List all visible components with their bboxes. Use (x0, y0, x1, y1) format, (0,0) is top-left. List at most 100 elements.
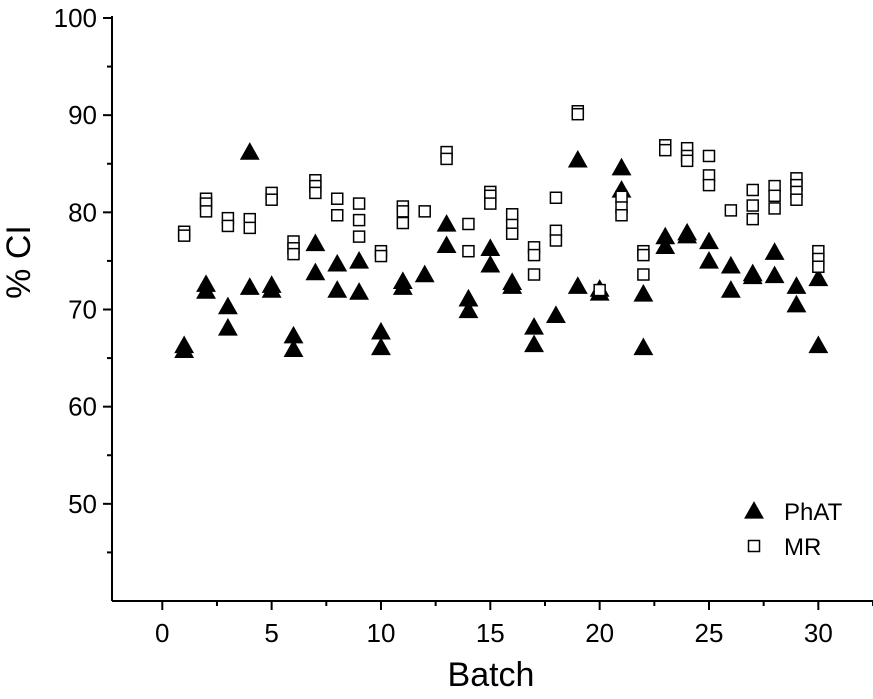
data-points (174, 105, 829, 358)
phat-point (545, 305, 566, 324)
y-tick-label: 50 (68, 489, 97, 519)
phat-point (808, 268, 829, 287)
phat-point (349, 250, 370, 269)
phat-point (633, 337, 654, 356)
mr-point (505, 208, 519, 221)
phat-point (720, 255, 741, 274)
phat-point (196, 281, 216, 299)
mr-point (352, 230, 366, 243)
y-tick-label: 100 (54, 3, 97, 33)
phat-point (349, 282, 370, 300)
mr-point (462, 244, 475, 258)
mr-point (462, 217, 475, 231)
mr-point (659, 143, 672, 157)
mr-point (724, 204, 738, 217)
phat-point (392, 277, 413, 295)
mr-point (746, 199, 759, 212)
mr-point (177, 229, 191, 242)
mr-point (746, 183, 759, 197)
mr-point (527, 268, 541, 281)
mr-point (221, 219, 235, 233)
mr-point (374, 249, 388, 263)
phat-point (567, 149, 588, 168)
mr-point (790, 193, 803, 206)
mr-point (418, 205, 431, 218)
y-axis-title: % CI (0, 225, 38, 299)
phat-point (458, 288, 479, 307)
mr-point (746, 212, 759, 226)
x-tick-label: 20 (585, 618, 614, 648)
legend: PhAT MR (744, 499, 843, 561)
x-tick-label: 15 (476, 618, 505, 648)
phat-point (655, 236, 676, 255)
y-tick-label: 90 (68, 100, 97, 130)
phat-point (217, 296, 238, 315)
phat-point (567, 276, 588, 294)
mr-point (330, 192, 344, 205)
mr-point (352, 197, 366, 210)
mr-point (243, 221, 257, 235)
mr-point (396, 205, 410, 218)
phat-point (239, 277, 260, 295)
mr-point (615, 208, 628, 222)
mr-point (330, 208, 344, 222)
mr-point (352, 213, 366, 227)
mr-point (505, 227, 519, 240)
phat-point (742, 266, 763, 285)
phat-point (371, 321, 391, 340)
phat-point (633, 284, 654, 302)
mr-point (396, 216, 410, 230)
phat-point (261, 280, 282, 298)
legend-label-mr: MR (784, 534, 821, 561)
mr-point (527, 248, 541, 262)
mr-point (571, 107, 585, 121)
phat-point (611, 157, 632, 176)
mr-point (702, 149, 716, 163)
mr-point (287, 247, 300, 261)
mr-point (440, 152, 453, 166)
legend-square-icon (747, 539, 761, 553)
mr-point (702, 178, 716, 192)
phat-point (371, 337, 391, 356)
series-phat (174, 142, 829, 358)
phat-point (283, 325, 304, 344)
phat-point (239, 142, 260, 160)
phat-point (436, 214, 457, 232)
phat-point (480, 238, 501, 256)
phat-point (655, 226, 676, 245)
mr-point (265, 193, 278, 206)
legend-label-phat: PhAT (784, 499, 843, 526)
phat-point (305, 233, 326, 252)
phat-point (414, 264, 435, 283)
x-axis-title: Batch (448, 656, 535, 694)
x-tick-label: 25 (695, 618, 724, 648)
phat-point (327, 253, 348, 272)
phat-point (283, 339, 304, 358)
phat-point (174, 340, 195, 358)
phat-point (786, 294, 807, 313)
y-axis-ticks: 50 60 70 80 90 100 (54, 3, 112, 554)
phat-point (458, 300, 479, 319)
y-tick-label: 60 (68, 392, 97, 422)
y-tick-label: 70 (68, 295, 97, 325)
mr-point (768, 189, 781, 203)
phat-point (699, 250, 719, 269)
phat-point (524, 334, 544, 353)
mr-point (549, 234, 563, 247)
mr-point (637, 268, 650, 281)
phat-point (502, 276, 523, 294)
x-tick-label: 0 (155, 618, 169, 648)
mr-point (615, 190, 628, 204)
x-tick-label: 5 (264, 618, 278, 648)
mr-point (199, 205, 213, 218)
series-mr (177, 105, 825, 297)
mr-point (484, 197, 497, 210)
phat-point (677, 225, 698, 244)
phat-point (305, 262, 326, 281)
mr-point (549, 191, 563, 205)
mr-point (637, 248, 650, 262)
legend-triangle-icon (744, 501, 764, 519)
mr-point (309, 186, 322, 200)
x-axis-ticks: 0 5 10 15 20 25 30 (155, 601, 873, 648)
